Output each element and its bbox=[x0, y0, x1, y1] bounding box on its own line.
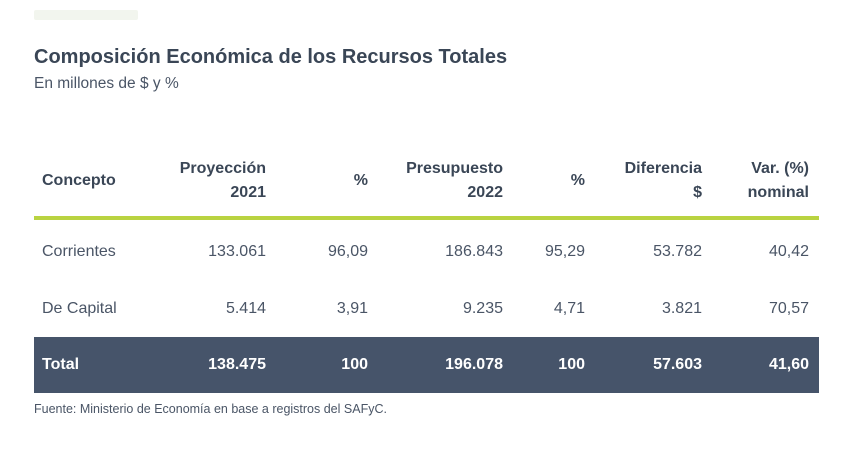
header-concepto: Concepto bbox=[34, 148, 140, 220]
cell-presupuesto: 9.235 bbox=[462, 299, 503, 317]
total-pct-2021: 100 bbox=[276, 337, 378, 393]
cell-diferencia: 3.821 bbox=[661, 299, 702, 317]
cell-diferencia: 53.782 bbox=[653, 242, 702, 260]
header-presupuesto: Presupuesto 2022 bbox=[378, 148, 513, 220]
header-concepto-label: Concepto bbox=[42, 172, 116, 189]
header-proyeccion-line2: 2021 bbox=[230, 184, 266, 201]
header-pct-2021-label: % bbox=[353, 172, 368, 189]
total-diferencia: 57.603 bbox=[595, 337, 712, 393]
header-pct-2022: % bbox=[513, 148, 595, 220]
resources-table: Concepto Proyección 2021 % Presupuesto 2… bbox=[34, 148, 819, 393]
cell-concepto: Corrientes bbox=[42, 242, 116, 260]
header-proyeccion-line1: Proyección bbox=[179, 160, 266, 177]
cell-pct-2021: 96,09 bbox=[327, 242, 368, 260]
cell-proyeccion: 133.061 bbox=[208, 242, 266, 260]
total-proyeccion: 138.475 bbox=[140, 337, 276, 393]
total-presupuesto: 196.078 bbox=[378, 337, 513, 393]
header-variacion: Var. (%) nominal bbox=[712, 148, 819, 220]
header-proyeccion: Proyección 2021 bbox=[140, 148, 276, 220]
table-header-row: Concepto Proyección 2021 % Presupuesto 2… bbox=[34, 148, 819, 220]
cell-pct-2022: 4,71 bbox=[553, 299, 585, 317]
table-total-row: Total 138.475 100 196.078 100 57.603 41,… bbox=[34, 337, 819, 393]
cell-variacion: 70,57 bbox=[768, 299, 809, 317]
header-variacion-line2: nominal bbox=[747, 184, 809, 201]
header-diferencia-line2: $ bbox=[693, 184, 702, 201]
cell-presupuesto: 186.843 bbox=[445, 242, 503, 260]
total-label: Total bbox=[34, 337, 140, 393]
table-row: De Capital 5.414 3,91 9.235 4,71 3.821 7… bbox=[34, 280, 819, 337]
page-subtitle: En millones de $ y % bbox=[34, 75, 179, 92]
cell-proyeccion: 5.414 bbox=[225, 299, 266, 317]
faint-header-mark bbox=[34, 10, 138, 20]
total-variacion: 41,60 bbox=[712, 337, 819, 393]
cell-concepto: De Capital bbox=[42, 299, 117, 317]
header-diferencia-line1: Diferencia bbox=[624, 160, 702, 177]
cell-variacion: 40,42 bbox=[768, 242, 809, 260]
header-presupuesto-line2: 2022 bbox=[467, 184, 503, 201]
cell-pct-2022: 95,29 bbox=[544, 242, 585, 260]
cell-pct-2021: 3,91 bbox=[336, 299, 368, 317]
page-title: Composición Económica de los Recursos To… bbox=[34, 46, 508, 68]
header-pct-2022-label: % bbox=[570, 172, 585, 189]
header-diferencia: Diferencia $ bbox=[595, 148, 712, 220]
total-pct-2022: 100 bbox=[513, 337, 595, 393]
table-row: Corrientes 133.061 96,09 186.843 95,29 5… bbox=[34, 218, 819, 280]
header-variacion-line1: Var. (%) bbox=[751, 160, 809, 177]
header-presupuesto-line1: Presupuesto bbox=[406, 160, 503, 177]
source-note: Fuente: Ministerio de Economía en base a… bbox=[34, 402, 387, 416]
header-pct-2021: % bbox=[276, 148, 378, 220]
